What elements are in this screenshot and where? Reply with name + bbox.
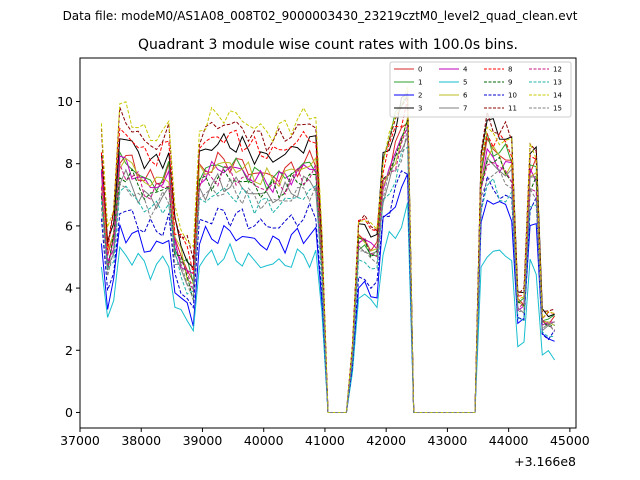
x-tick-label: 43000	[428, 433, 468, 448]
legend-label-7: 7	[463, 105, 467, 113]
y-tick-label: 0	[65, 405, 73, 420]
series-line-14	[100, 87, 555, 413]
legend-label-8: 8	[508, 66, 512, 74]
plot-frame	[79, 57, 577, 429]
y-tick-label: 10	[57, 94, 73, 109]
legend-label-5: 5	[463, 79, 467, 87]
y-tick-label: 8	[65, 156, 73, 171]
series-line-15	[100, 127, 556, 413]
series-line-5	[100, 202, 556, 413]
legend-label-11: 11	[508, 105, 517, 113]
x-tick-label: 41000	[305, 433, 345, 448]
y-axis: 0 2 4 6 8 10	[57, 94, 80, 420]
legend-label-10: 10	[508, 92, 517, 100]
legend-label-1: 1	[418, 79, 422, 87]
legend-label-6: 6	[463, 92, 468, 100]
legend-label-0: 0	[418, 66, 422, 74]
x-offset-label: +3.166e8	[514, 454, 576, 469]
x-tick-label: 40000	[244, 433, 284, 448]
suptitle: Data file: modeM0/AS1A08_008T02_90000034…	[63, 9, 578, 23]
legend-frame	[389, 61, 572, 118]
x-axis: 37000 38000 39000 40000 41000 42000 43000 44000…	[60, 428, 590, 448]
legend-label-12: 12	[553, 66, 562, 74]
legend-label-14: 14	[553, 92, 562, 100]
legend-label-4: 4	[463, 66, 468, 74]
y-tick-label: 2	[65, 343, 73, 358]
x-tick-label: 39000	[183, 433, 223, 448]
legend-label-13: 13	[553, 79, 562, 87]
y-tick-label: 6	[65, 218, 73, 233]
legend-label-3: 3	[418, 105, 422, 113]
y-tick-label: 4	[65, 281, 73, 296]
legend-label-2: 2	[418, 92, 422, 100]
x-tick-label: 37000	[60, 433, 100, 448]
x-tick-label: 45000	[550, 433, 590, 448]
x-tick-label: 38000	[121, 433, 161, 448]
legend-label-15: 15	[553, 105, 562, 113]
series-layer	[100, 87, 556, 413]
legend-label-9: 9	[508, 79, 512, 87]
series-line-8	[100, 98, 555, 413]
chart-title: Quadrant 3 module wise count rates with …	[138, 37, 518, 53]
x-tick-label: 42000	[366, 433, 406, 448]
x-tick-label: 44000	[489, 433, 529, 448]
